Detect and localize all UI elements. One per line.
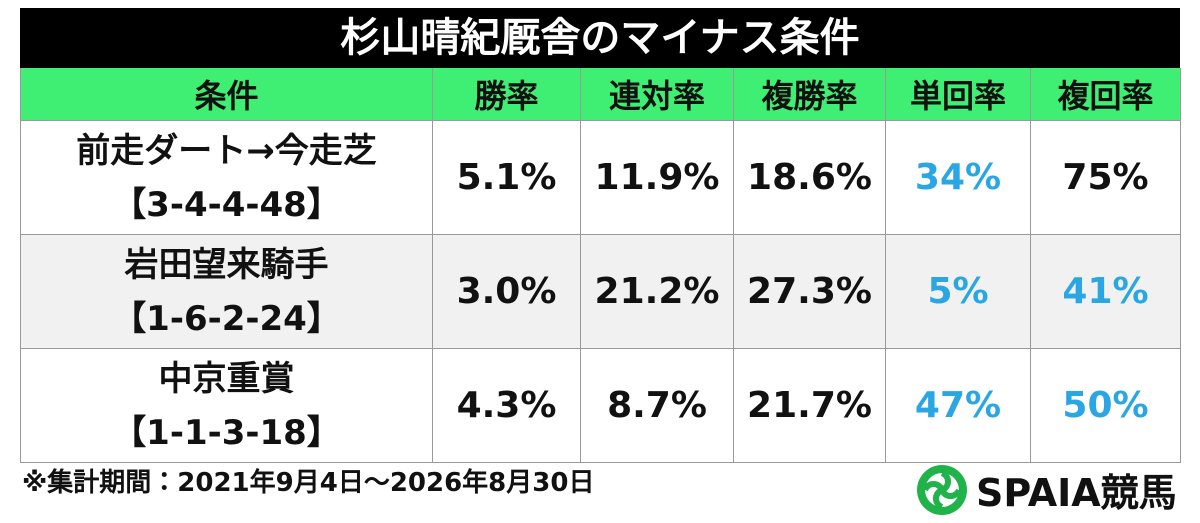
record: 【1-6-2-24】 — [112, 298, 341, 339]
table-body: 前走ダート→今走芝 【3-4-4-48】 5.1% 11.9% 18.6% 34% 75% 岩… — [20, 120, 1181, 463]
logo-icon — [917, 464, 967, 515]
condition: 岩田望来騎手 — [124, 244, 329, 285]
header-row: 条件 勝率 連対率 複勝率 単回率 複回率 — [20, 68, 1181, 121]
logo-text: SPAIA競馬 — [976, 471, 1177, 515]
value-cell: 27.3% — [733, 234, 886, 349]
record: 【1-1-3-18】 — [112, 412, 341, 453]
row: 中京重賞 【1-1-3-18】 4.3% 8.7% 21.7% 47% 50% — [20, 348, 1181, 463]
row: 岩田望来騎手 【1-6-2-24】 3.0% 21.2% 27.3% 5% 41% — [20, 234, 1181, 349]
row: 前走ダート→今走芝 【3-4-4-48】 5.1% 11.9% 18.6% 34% 75% — [20, 120, 1181, 235]
condition: 中京重賞 — [158, 358, 295, 399]
value-cell: 5.1% — [432, 120, 581, 235]
value-cell: 47% — [885, 348, 1031, 463]
header-cell: 連対率 — [580, 68, 734, 121]
value-cell: 8.7% — [580, 348, 734, 463]
condition: 前走ダート→今走芝 — [76, 130, 377, 171]
value-cell: 4.3% — [432, 348, 581, 463]
value-cell: 18.6% — [733, 120, 886, 235]
footnote: ※集計期間：2021年9月4日～2026年8月30日 — [22, 468, 595, 498]
value-cell: 11.9% — [580, 120, 734, 235]
value-cell: 34% — [885, 120, 1031, 235]
title: 杉山晴紀厩舎のマイナス条件 — [20, 8, 1180, 68]
record: 【3-4-4-48】 — [112, 184, 341, 225]
value-cell: 21.2% — [580, 234, 734, 349]
header-cell: 複回率 — [1030, 68, 1181, 121]
value-cell: 75% — [1030, 120, 1181, 235]
table: 条件 勝率 連対率 複勝率 単回率 複回率 前走ダート→今走芝 【3-4-4-48】 5.1%… — [20, 68, 1181, 463]
condition-cell: 中京重賞【1-1-3-18】 — [20, 348, 433, 463]
condition-cell: 岩田望来騎手 【1-6-2-24】 — [20, 234, 433, 349]
value-cell: 21.7% — [733, 348, 886, 463]
value-cell: 3.0% — [432, 234, 581, 349]
value-cell: 5% — [885, 234, 1031, 349]
header-cell: 条件 — [20, 68, 433, 121]
header-cell: 単回率 — [885, 68, 1031, 121]
value-cell: 50% — [1030, 348, 1181, 463]
condition-cell: 前走ダート→今走芝 【3-4-4-48】 — [20, 120, 433, 235]
logo: SPAIA競馬 — [916, 462, 1177, 517]
header-cell: 勝率 — [432, 68, 581, 121]
value-cell: 41% — [1030, 234, 1181, 349]
header-cell: 複勝率 — [733, 68, 886, 121]
